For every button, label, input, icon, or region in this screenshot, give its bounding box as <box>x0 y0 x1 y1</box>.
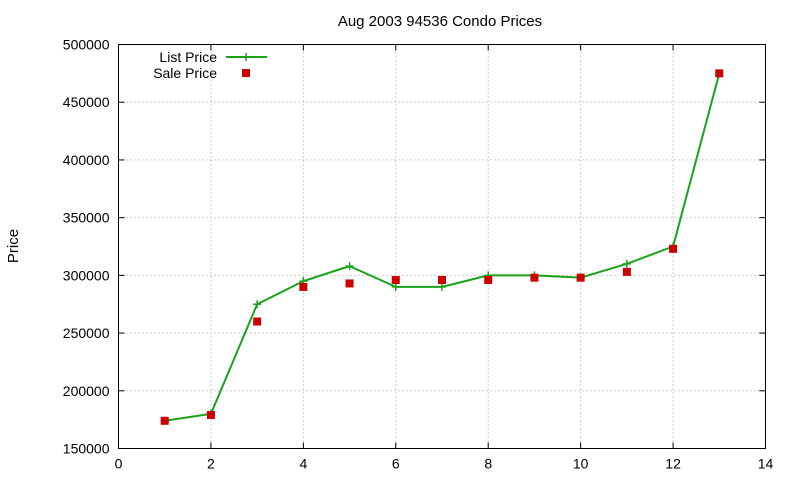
legend-square-swatch <box>242 69 250 77</box>
sale-price-point <box>622 267 631 276</box>
y-tick-label: 500000 <box>63 37 110 53</box>
x-tick-label: 2 <box>207 456 215 472</box>
series-list-price-line <box>164 73 721 422</box>
plot-frame <box>118 44 766 449</box>
x-tick-label: 8 <box>484 456 492 472</box>
sale-price-point <box>253 317 262 326</box>
sale-price-point <box>576 273 585 282</box>
y-tick-label: 350000 <box>63 210 110 226</box>
x-tick-label: 6 <box>392 456 400 472</box>
list-price-point <box>345 262 354 271</box>
list-price-point <box>622 259 631 268</box>
legend-label: List Price <box>159 49 217 65</box>
sale-price-point <box>484 275 493 284</box>
x-tick-label: 12 <box>665 456 681 472</box>
sale-price-point <box>715 69 724 78</box>
list-price-point <box>253 300 262 309</box>
legend-entry: Sale Price <box>153 65 250 81</box>
sale-price-point <box>669 244 678 253</box>
sale-price-point <box>391 275 400 284</box>
sale-price-point <box>345 279 354 288</box>
x-tick-label: 4 <box>299 456 307 472</box>
y-tick-label: 450000 <box>63 94 110 110</box>
plot-series <box>160 69 724 425</box>
list-price-point <box>438 282 446 291</box>
chart-title: Aug 2003 94536 Condo Prices <box>338 13 542 30</box>
y-tick-label: 300000 <box>63 267 110 283</box>
y-tick-label: 150000 <box>63 441 110 457</box>
y-tick-label: 200000 <box>63 383 110 399</box>
y-tick-label: 250000 <box>63 325 110 341</box>
x-tick-label: 14 <box>758 456 774 472</box>
x-tick-label: 10 <box>573 456 589 472</box>
sale-price-point <box>530 273 539 282</box>
legend-label: Sale Price <box>153 65 217 81</box>
legend-entry: List Price <box>159 49 267 65</box>
list-price-point <box>391 282 400 291</box>
sale-price-point <box>160 416 169 425</box>
sale-price-point <box>299 282 308 291</box>
x-tick-label: 0 <box>115 456 123 472</box>
sale-price-point <box>438 275 446 284</box>
sale-price-point <box>206 411 215 420</box>
y-tick-label: 400000 <box>63 152 110 168</box>
grid <box>118 44 766 449</box>
y-axis-label: Price <box>5 229 22 263</box>
